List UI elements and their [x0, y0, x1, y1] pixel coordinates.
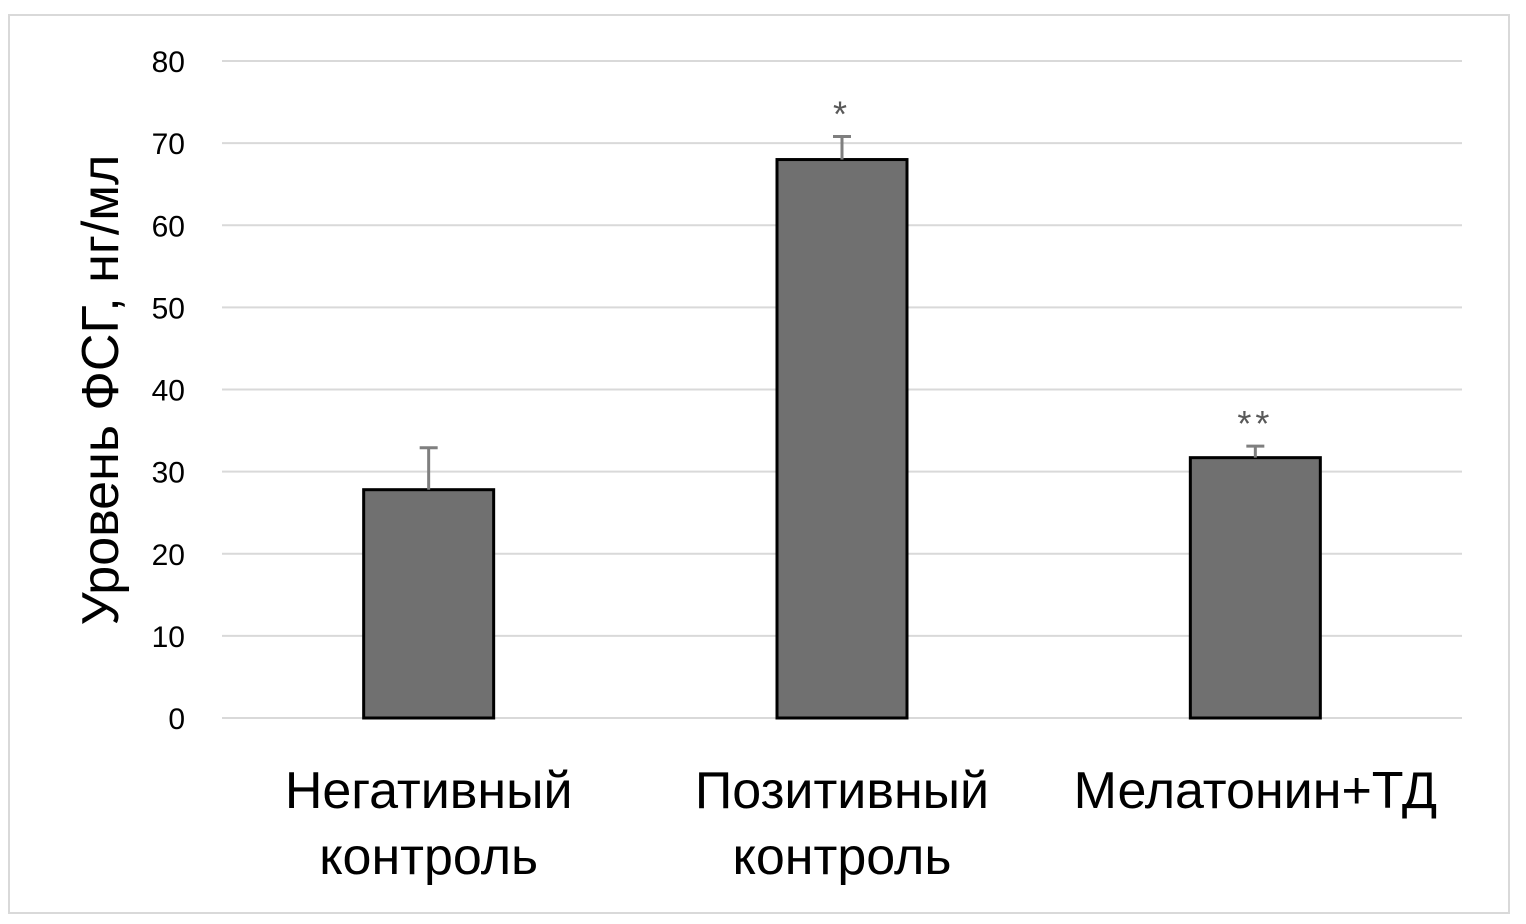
y-tick-label: 0 [168, 703, 185, 736]
significance-label: ** [1237, 403, 1273, 444]
bars [362, 158, 1322, 720]
y-tick-label: 80 [152, 46, 185, 79]
y-axis-title: Уровень ФСГ, нг/мл [72, 155, 130, 626]
y-tick-label: 40 [152, 375, 185, 408]
significance-markers: *** [833, 94, 1273, 445]
y-tick-label: 70 [152, 128, 185, 161]
error-bars [419, 135, 1265, 490]
x-category-label: Негативный контроль [285, 762, 573, 886]
y-axis-ticks: 0 10 20 30 40 50 60 70 80 [152, 46, 185, 736]
y-tick-label: 10 [152, 621, 185, 654]
error-bar [419, 446, 438, 490]
y-tick-label: 60 [152, 210, 185, 243]
x-category-label: Позитивный контроль [695, 762, 989, 886]
error-bar [1246, 444, 1265, 458]
bar [1188, 456, 1322, 720]
bar [775, 158, 909, 720]
y-tick-label: 20 [152, 539, 185, 572]
error-bar [833, 135, 851, 160]
significance-label: * [833, 94, 851, 135]
y-tick-label: 30 [152, 457, 185, 490]
y-tick-label: 50 [152, 292, 185, 325]
x-category-label: Мелатонин+ТД [1074, 762, 1437, 820]
x-axis-categories: Негативный контроль Позитивный контроль Мела… [285, 762, 1437, 886]
bar [362, 488, 496, 720]
